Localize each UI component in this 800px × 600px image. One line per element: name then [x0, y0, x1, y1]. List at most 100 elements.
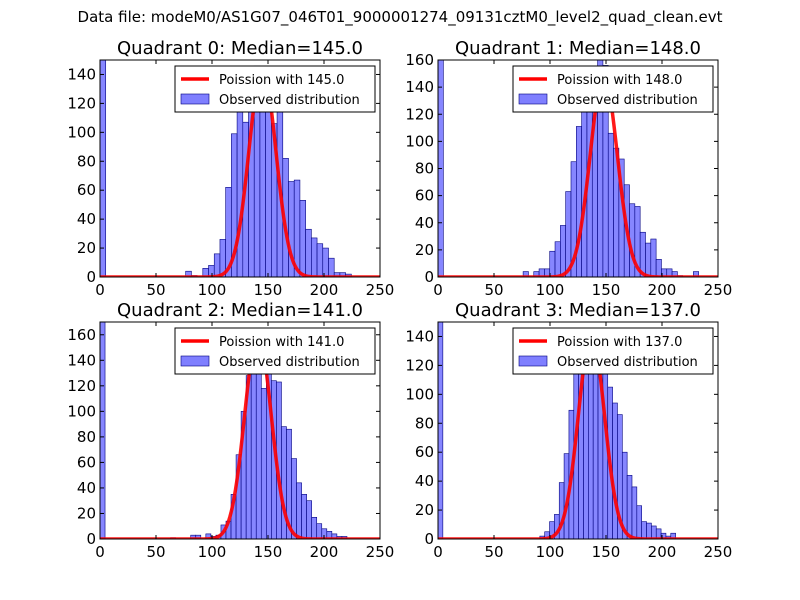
x-tick-label: 100 — [536, 281, 565, 299]
legend: Poission with 145.0 Observed distribution — [174, 65, 376, 113]
y-tick-label: 60 — [77, 181, 96, 199]
quadrant-3-panel: 0 50 100 150 200 250 0 20 40 60 80 100 120 140 Quadran… — [405, 300, 732, 561]
y-tick-label: 160 — [405, 51, 434, 69]
x-tick-label: 50 — [146, 543, 165, 561]
y-tick-label: 0 — [424, 268, 434, 286]
histogram-bar — [693, 271, 699, 277]
histogram-bar — [612, 402, 618, 539]
quadrant-title: Quadrant 2: Median=141.0 — [117, 300, 363, 321]
histogram-bar — [291, 458, 297, 539]
legend-box — [512, 65, 714, 113]
histogram-bar — [636, 505, 642, 539]
x-tick-label: 150 — [254, 543, 283, 561]
y-tick-label: 40 — [77, 479, 96, 497]
histogram-bar — [100, 322, 106, 539]
y-tick-label: 40 — [415, 214, 434, 232]
legend-bar-swatch — [180, 355, 210, 367]
x-tick-label: 250 — [704, 281, 733, 299]
y-tick-label: 20 — [415, 501, 434, 519]
legend-bar-swatch — [518, 355, 548, 367]
x-tick-label: 0 — [433, 543, 443, 561]
legend-label: Observed distribution — [557, 93, 698, 108]
histogram-bar — [646, 522, 652, 539]
histogram-bar — [671, 271, 678, 277]
histogram-bar — [299, 200, 306, 277]
x-tick-label: 50 — [146, 281, 165, 299]
y-tick-label: 120 — [67, 377, 96, 395]
y-tick-label: 120 — [405, 105, 434, 123]
legend-label: Poission with 141.0 — [219, 335, 344, 350]
y-tick-label: 80 — [415, 160, 434, 178]
axes-frame — [99, 59, 381, 278]
histogram-bar — [592, 353, 599, 539]
x-tick-label: 100 — [198, 281, 227, 299]
histogram-bar — [651, 525, 657, 539]
histogram-bar — [322, 247, 329, 277]
axes-frame — [99, 321, 381, 540]
histogram-bar — [641, 521, 647, 539]
histogram-bar — [631, 486, 638, 539]
x-tick-label: 100 — [198, 543, 227, 561]
legend: Poission with 137.0 Observed distribution — [512, 327, 714, 375]
histogram-bar — [650, 238, 657, 277]
histogram-bar — [281, 426, 287, 539]
y-tick-label: 100 — [67, 123, 96, 141]
legend-bar-swatch — [180, 93, 210, 105]
x-tick-label: 250 — [366, 543, 395, 561]
x-tick-label: 50 — [484, 543, 503, 561]
figure-title: Data file: modeM0/AS1G07_046T01_90000012… — [77, 8, 723, 26]
x-tick-label: 150 — [592, 543, 621, 561]
x-tick-label: 200 — [310, 281, 339, 299]
histogram-bar — [316, 523, 323, 539]
poisson-curve — [438, 332, 718, 539]
quadrant-title: Quadrant 1: Median=148.0 — [455, 38, 701, 59]
histogram-bar — [236, 110, 244, 277]
x-tick-label: 250 — [704, 543, 733, 561]
y-tick-label: 80 — [77, 428, 96, 446]
histogram-bar — [522, 271, 529, 277]
legend-box — [174, 65, 376, 113]
x-tick-label: 50 — [484, 281, 503, 299]
histogram-bar — [554, 241, 561, 277]
histogram-bar — [576, 126, 582, 277]
x-tick-label: 150 — [254, 281, 283, 299]
histogram-bar — [607, 132, 614, 277]
x-tick-label: 0 — [95, 543, 105, 561]
y-tick-label: 40 — [77, 210, 96, 228]
quadrant-2-bars — [100, 322, 348, 539]
histogram-bar — [260, 388, 267, 539]
x-tick-label: 250 — [366, 281, 395, 299]
y-tick-label: 40 — [415, 472, 434, 490]
y-tick-label: 140 — [405, 327, 434, 345]
y-tick-label: 0 — [86, 268, 96, 286]
histogram-bar — [301, 494, 307, 539]
histogram-bar — [100, 60, 107, 277]
legend-label: Poission with 145.0 — [219, 73, 344, 88]
histogram-bar — [328, 257, 335, 277]
x-tick-label: 200 — [648, 543, 677, 561]
histogram-bar — [311, 237, 318, 277]
x-tick-label: 0 — [95, 281, 105, 299]
y-tick-label: 160 — [67, 326, 96, 344]
y-tick-label: 60 — [415, 443, 434, 461]
legend: Poission with 148.0 Observed distribution — [512, 65, 714, 113]
y-tick-label: 60 — [77, 453, 96, 471]
y-tick-label: 80 — [77, 152, 96, 170]
y-tick-label: 0 — [424, 530, 434, 548]
legend-box — [174, 327, 376, 375]
x-tick-label: 200 — [310, 543, 339, 561]
histogram-bar — [655, 259, 662, 277]
y-tick-label: 140 — [67, 65, 96, 83]
histogram-bar — [583, 350, 589, 539]
y-tick-label: 60 — [415, 187, 434, 205]
histogram-bar — [438, 322, 444, 539]
y-tick-label: 100 — [405, 385, 434, 403]
poisson-curve — [438, 74, 718, 277]
quadrant-2-panel: 0 50 100 150 200 250 0 20 40 60 80 100 120 140 160 Quad… — [67, 300, 394, 561]
x-tick-label: 200 — [648, 281, 677, 299]
y-tick-label: 120 — [405, 356, 434, 374]
y-tick-label: 140 — [67, 351, 96, 369]
legend-label: Observed distribution — [219, 355, 360, 370]
x-tick-label: 0 — [433, 281, 443, 299]
